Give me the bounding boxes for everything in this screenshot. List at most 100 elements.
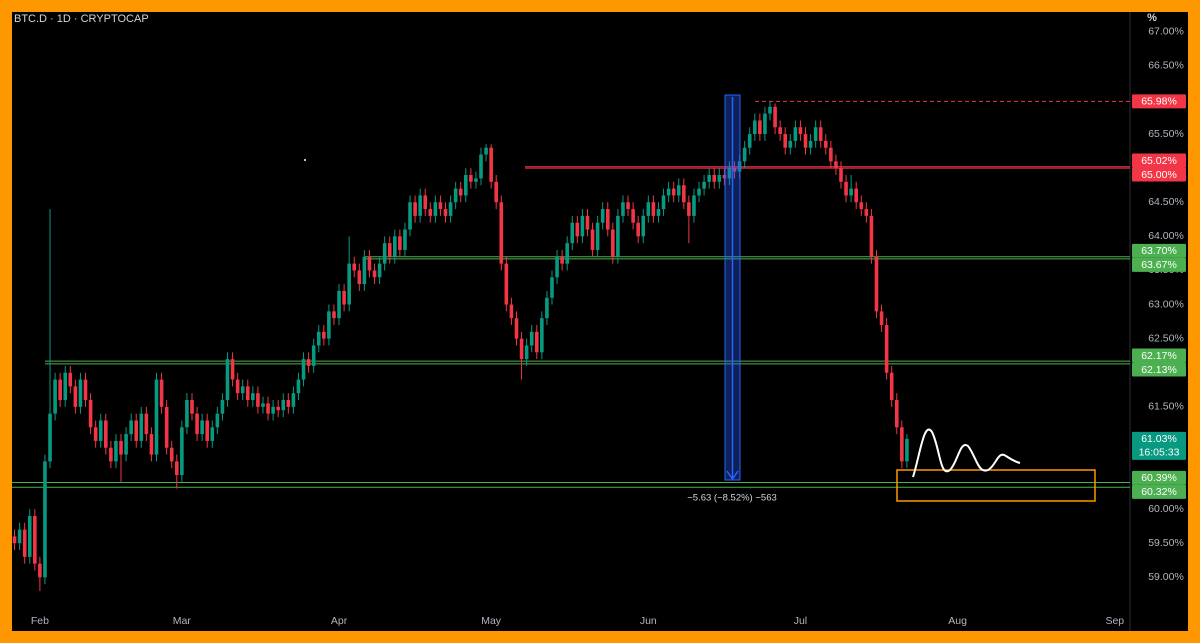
- candle-body: [144, 413, 149, 435]
- candle-body: [327, 311, 331, 339]
- candle-body: [180, 427, 184, 476]
- candle-body: [849, 188, 853, 196]
- candle-body: [53, 379, 57, 414]
- level-price-box: [1132, 94, 1186, 109]
- candle-body: [763, 113, 767, 135]
- candle-body: [590, 229, 595, 250]
- candle-body: [205, 420, 210, 441]
- candle-body: [894, 400, 899, 428]
- candle-body: [823, 140, 828, 148]
- candle-body: [58, 379, 62, 401]
- candle-body: [565, 243, 569, 264]
- candle-body: [382, 243, 387, 264]
- level-price-box: [1132, 243, 1186, 258]
- y-tick-label: 66.50%: [1148, 60, 1184, 72]
- candle-body: [808, 140, 813, 148]
- candle-body: [514, 318, 519, 339]
- candle-body: [235, 379, 240, 394]
- measure-arrowhead: [726, 470, 739, 481]
- candle-body: [27, 515, 32, 557]
- candle-body: [479, 154, 483, 179]
- y-tick-label: 65.50%: [1148, 128, 1184, 140]
- measure-label: −5.63 (−8.52%) −563: [687, 493, 777, 504]
- candle-body: [550, 277, 554, 298]
- level-price-label: 62.13%: [1141, 364, 1177, 376]
- candle-body: [78, 379, 83, 407]
- candle-body: [534, 331, 539, 353]
- candle-body: [352, 263, 357, 271]
- candle-body: [494, 181, 499, 203]
- candle-body: [195, 413, 199, 435]
- candle-body: [453, 188, 458, 203]
- candle-body: [104, 420, 108, 448]
- candle-body: [377, 263, 382, 278]
- candle-body: [484, 147, 488, 155]
- candle-body: [783, 134, 788, 148]
- chart-title: BTC.D · 1D · CRYPTOCAP: [14, 13, 149, 25]
- level-price-box: [1132, 362, 1186, 377]
- y-tick-label: 60.00%: [1148, 503, 1184, 515]
- candle-body: [798, 127, 803, 135]
- candle-body: [174, 461, 179, 476]
- candle-body: [656, 209, 661, 216]
- candle-body: [671, 188, 676, 196]
- level-price-box: [1132, 348, 1186, 363]
- candle-body: [159, 379, 164, 407]
- candle-body: [281, 400, 286, 411]
- candle-body: [631, 209, 635, 223]
- candle-body: [169, 447, 174, 462]
- candle-body: [245, 386, 250, 401]
- y-tick-label: 59.50%: [1148, 537, 1184, 549]
- candle-body: [443, 209, 448, 216]
- level-price-label: 65.02%: [1141, 155, 1177, 167]
- candle-body: [844, 181, 848, 196]
- chart-background: [12, 12, 1188, 631]
- candle-body: [519, 338, 524, 360]
- candle-body: [48, 413, 52, 462]
- candle-body: [362, 256, 367, 285]
- candle-body: [489, 147, 493, 182]
- candle-body: [291, 393, 296, 407]
- candle-body: [200, 420, 204, 435]
- candle-body: [322, 331, 326, 339]
- candle-body: [256, 393, 260, 407]
- candle-body: [732, 168, 737, 172]
- x-tick-label: Jun: [640, 615, 657, 627]
- candle-body: [33, 515, 37, 564]
- candle-body: [458, 188, 463, 196]
- candle-body: [773, 106, 777, 128]
- candle-body: [225, 359, 230, 401]
- x-tick-label: Aug: [948, 615, 967, 627]
- x-tick-label: Feb: [31, 615, 49, 627]
- candle-body: [570, 222, 575, 244]
- x-tick-label: May: [481, 615, 502, 627]
- countdown-label: 16:05:33: [1139, 447, 1180, 459]
- candle-body: [418, 195, 422, 216]
- candle-body: [266, 403, 270, 414]
- candle-body: [129, 420, 133, 435]
- level-price-box: [1132, 167, 1186, 182]
- candle-body: [600, 209, 605, 223]
- candle-body: [403, 229, 407, 250]
- candle-body: [230, 359, 235, 380]
- candle-body: [752, 120, 757, 135]
- candle-body: [271, 406, 275, 414]
- candle-body: [595, 222, 600, 250]
- unit-button[interactable]: %: [1147, 12, 1157, 24]
- candle-body: [306, 359, 311, 366]
- candle-body: [839, 168, 843, 182]
- candle-body: [813, 127, 818, 141]
- x-tick-label: Apr: [331, 615, 348, 627]
- candle-body: [900, 427, 904, 462]
- candle-body: [43, 461, 47, 578]
- candle-body: [651, 202, 656, 216]
- candle-body: [712, 174, 717, 182]
- candle-body: [560, 256, 564, 264]
- candle-body: [499, 202, 504, 264]
- candle-body: [889, 372, 894, 401]
- candle-body: [621, 202, 625, 216]
- candle-body: [747, 134, 752, 148]
- last-price-box: [1132, 431, 1186, 460]
- candle-body: [884, 325, 889, 373]
